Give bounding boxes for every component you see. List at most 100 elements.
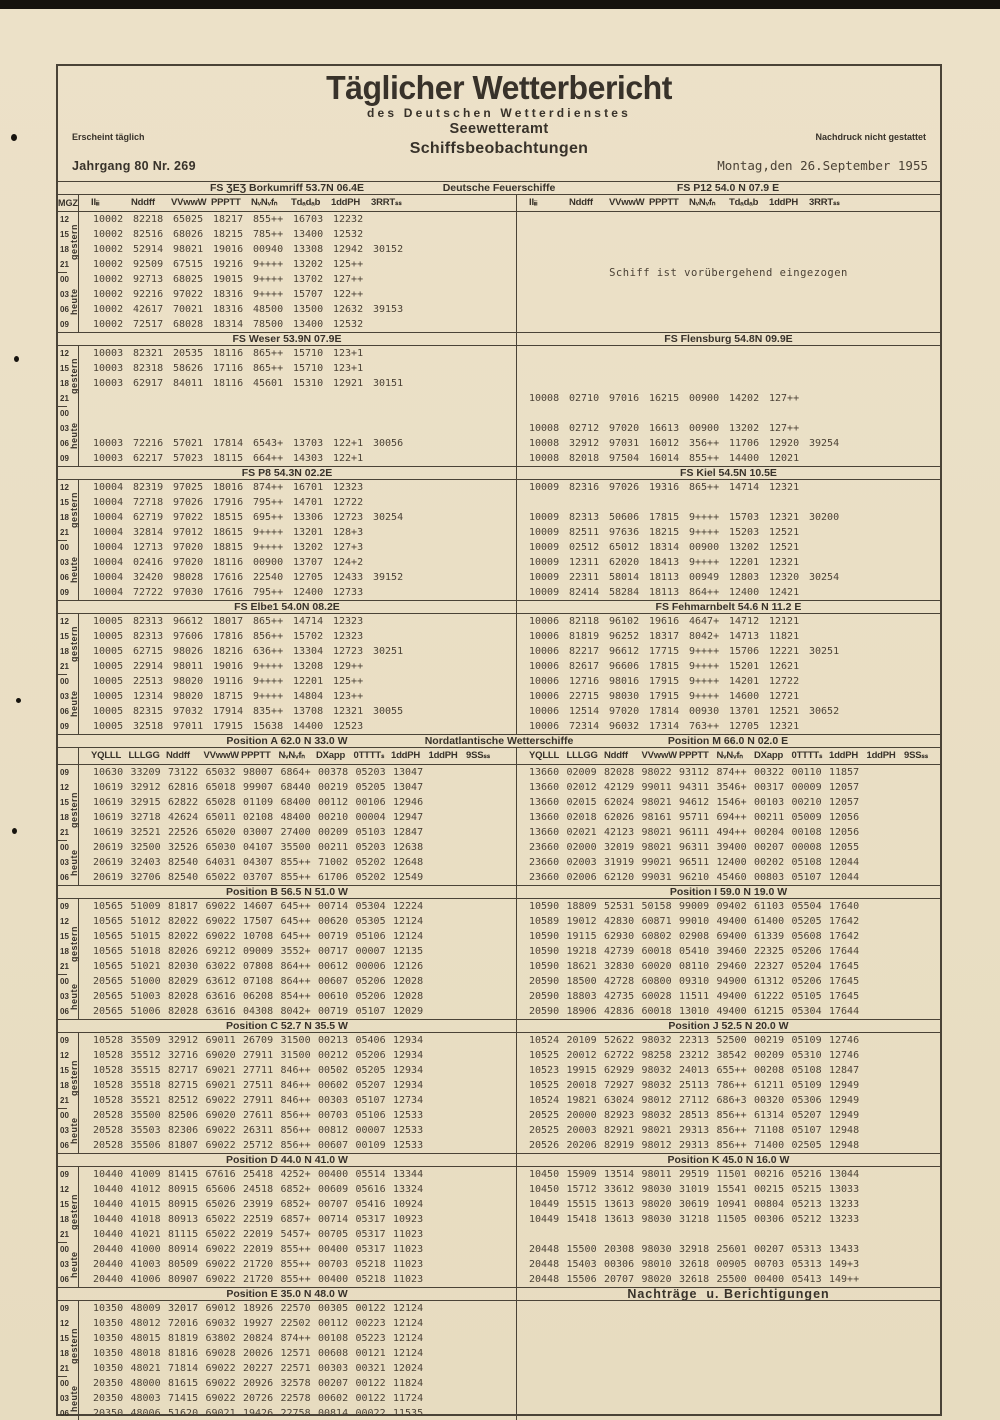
data-cell: 127++ [769, 393, 800, 404]
data-row: 10449 15418 13613 98030 31218 11505 00306 05212… [529, 1212, 940, 1227]
data-cell: 12948 [829, 1140, 860, 1151]
data-cell: 69022 [205, 1363, 236, 1374]
data-cell: 69021 [205, 1065, 236, 1076]
data-row [529, 242, 940, 257]
data-cell: 05105 [791, 991, 822, 1002]
data-cell: 69020 [205, 1050, 236, 1061]
data-cell: 17715 [649, 646, 680, 657]
data-cell: 63616 [205, 1006, 236, 1017]
data-cell: 10002 [93, 289, 124, 300]
data-cell: 82540 [168, 857, 199, 868]
data-cell: 864++ [280, 976, 311, 987]
hour-label: 21 [58, 1093, 78, 1109]
data-cell: 97011 [173, 721, 204, 732]
data-cell: 65025 [173, 214, 204, 225]
data-cell: 69022 [205, 1244, 236, 1255]
data-cell: 05206 [355, 976, 386, 987]
data-cell: 12321 [769, 512, 800, 523]
data-cell: 97504 [609, 453, 640, 464]
data-cell: 10449 [529, 1214, 560, 1225]
data-cell: 125++ [333, 676, 364, 687]
data-cell: 18116 [213, 348, 244, 359]
data-cell: 12734 [393, 1095, 424, 1106]
data-cell: 00209 [754, 1050, 785, 1061]
data-cell: 82022 [168, 916, 199, 927]
section-title-right: Position J 52.5 N 20.0 W [516, 1020, 940, 1032]
data-cell: 3546+ [716, 782, 747, 793]
data-cell: 10449 [529, 1199, 560, 1210]
data-cell: 35518 [130, 1080, 161, 1091]
data-cell: 18906 [566, 1006, 597, 1017]
data-cell: 98032 [641, 1065, 672, 1076]
data-cell: 22526 [168, 827, 199, 838]
data-cell: 20026 [243, 1348, 274, 1359]
column-header-cell: IIᵢᵢᵢ [91, 197, 100, 208]
column-header-cell: 1ddPH [331, 197, 361, 208]
data-cell: 05202 [355, 857, 386, 868]
data-row: 20448 15500 20308 98030 32918 25601 00207 05313… [529, 1242, 940, 1257]
data-cell: 97022 [173, 512, 204, 523]
section-p8-kiel: FS P8 54.3N 02.2E FS Kiel 54.5N 10.5E 12 15… [58, 467, 940, 601]
hour-label-column: 12 15 18 21 00 03 06 09 gestern heute [58, 212, 79, 332]
data-cell: 12949 [829, 1095, 860, 1106]
data-row: 10002 82516 68026 18215 785++ 13400 12532 [93, 227, 516, 242]
data-cell: 11824 [393, 1378, 424, 1389]
data-row [529, 1391, 940, 1406]
data-cell: 9++++ [253, 527, 284, 538]
data-cell: 10009 [529, 482, 560, 493]
data-cell: 67515 [173, 259, 204, 270]
data-cell: 97020 [173, 542, 204, 553]
data-right: 13660 02009 82028 98022 93112 874++ 00322 00110… [516, 765, 940, 885]
hour-label: 15 [60, 1334, 69, 1343]
data-cell: 127+3 [333, 542, 364, 553]
data-cell: 10004 [93, 587, 124, 598]
data-cell: 12028 [393, 991, 424, 1002]
data-cell: 98011 [641, 1169, 672, 1180]
data-cell: 13324 [393, 1184, 424, 1195]
data-cell: 02505 [791, 1140, 822, 1151]
data-cell: 12803 [729, 572, 760, 583]
data-cell: 12124 [393, 1318, 424, 1329]
data-cell: 12638 [393, 842, 424, 853]
data-cell: 17642 [829, 931, 860, 942]
data-cell: 17644 [829, 1006, 860, 1017]
hour-label: 21 [58, 257, 78, 273]
row-group-label-heute: heute [69, 1251, 79, 1279]
data-cell: 13202 [293, 542, 324, 553]
data-cell: 98161 [641, 812, 672, 823]
data-cell: 21720 [243, 1259, 274, 1270]
data-cell: 60871 [641, 916, 672, 927]
hour-label: 21 [58, 1361, 78, 1377]
data-cell: 16701 [293, 482, 324, 493]
section-body: 09 12 15 18 21 00 03 06 gestern heute 10440 41009 81… [58, 1167, 940, 1287]
data-cell: 122+1 [333, 438, 364, 449]
section-title-left: Position D 44.0 N 41.0 W [226, 1154, 348, 1166]
data-row: 10008 02712 97020 16613 00900 13202 127++ [529, 421, 940, 436]
data-cell: 51620 [168, 1408, 199, 1419]
data-cell: 41000 [130, 1244, 161, 1255]
data-row: 20448 15506 20707 98020 32618 25500 00400 05413… [529, 1272, 940, 1287]
hour-label: 12 [60, 483, 69, 492]
data-row: 10004 12713 97020 18815 9++++ 13202 127+3 [93, 540, 516, 555]
volume-issue-number: Jahrgang 80 Nr. 269 [72, 159, 196, 173]
data-row: 10006 81819 96252 18317 8042+ 14713 11821 [529, 629, 940, 644]
data-cell: 12028 [393, 976, 424, 987]
data-cell: 12055 [829, 842, 860, 853]
data-row: 10002 92509 67515 19216 9++++ 13202 125++ [93, 257, 516, 272]
data-cell: 00320 [754, 1095, 785, 1106]
data-cell: 30200 [809, 512, 840, 523]
data-cell: 846++ [280, 1095, 311, 1106]
data-row [529, 317, 940, 332]
data-cell: 00900 [689, 393, 720, 404]
data-cell: 69022 [205, 1095, 236, 1106]
hour-label: 15 [60, 798, 69, 807]
data-cell: 6857+ [280, 1214, 311, 1225]
data-cell: 846++ [280, 1065, 311, 1076]
hour-label: 00 [60, 1111, 69, 1120]
data-row: 10619 32915 62822 65028 01109 68400 00112 00106… [93, 795, 516, 810]
hour-label-column: 09 12 15 18 21 00 03 06 gestern heute [58, 1301, 79, 1420]
data-cell: 05406 [355, 1035, 386, 1046]
data-cell: 82217 [569, 646, 600, 657]
data-cell: 10619 [93, 782, 124, 793]
data-right: 10590 18809 52531 50158 99009 09402 61103 05504… [516, 899, 940, 1019]
